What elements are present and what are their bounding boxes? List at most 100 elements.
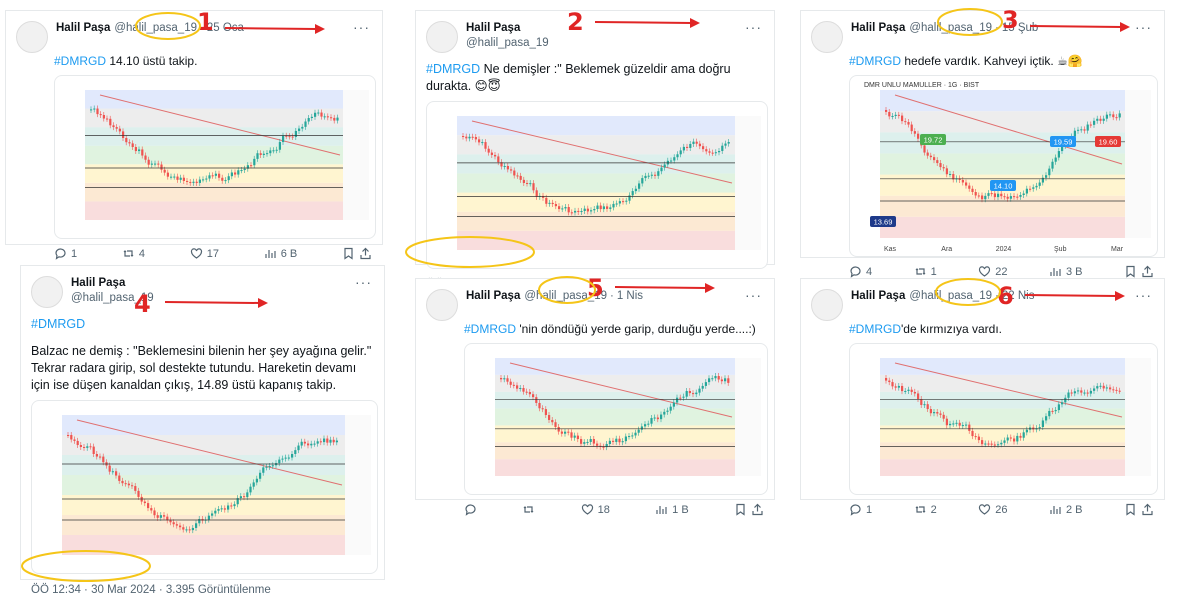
author-handle[interactable]: @halil_pasa_19 [909, 290, 992, 302]
candle [259, 153, 262, 155]
hashtag[interactable]: #DMRGD [426, 62, 481, 76]
chart-image[interactable]: DMR UNLU MAMULLER · 1G · BIST 19.72 19.59 1… [849, 75, 1158, 257]
views-icon[interactable] [1049, 265, 1062, 278]
like-value: 26 [995, 503, 1008, 516]
avatar[interactable] [31, 276, 63, 308]
reply-icon[interactable] [849, 503, 862, 516]
like-icon[interactable] [978, 503, 991, 516]
candle [90, 109, 93, 111]
candle [961, 179, 964, 183]
views-count[interactable]: 2 B [1049, 503, 1082, 516]
hashtag[interactable]: #DMRGD [849, 54, 902, 68]
author-name[interactable]: Halil Paşa [851, 290, 906, 302]
candle [83, 446, 86, 448]
chart-image[interactable] [464, 343, 768, 495]
like-count[interactable]: 17 [190, 247, 219, 260]
retweet-count[interactable]: 2 [914, 503, 937, 516]
hashtag[interactable]: #DMRGD [464, 322, 517, 336]
tweet-card: ··· Halil Paşa @halil_pasa_19 · 25 Oca #DMRGD… [5, 10, 383, 260]
reply-count[interactable]: 4 [849, 265, 872, 278]
reply-count[interactable]: 1 [54, 247, 77, 260]
chart-trendline [471, 120, 733, 184]
avatar[interactable] [811, 289, 843, 321]
author-name[interactable]: Halil Paşa [466, 290, 521, 302]
chart-image[interactable] [849, 343, 1158, 495]
reply-icon[interactable] [849, 265, 862, 278]
share-icon[interactable] [359, 247, 372, 260]
chart-image[interactable] [54, 75, 376, 239]
views-icon[interactable] [655, 503, 668, 516]
reply-count[interactable] [464, 503, 477, 516]
author-handle[interactable]: @halil_pasa_19 [466, 37, 549, 49]
share-icon[interactable] [1141, 503, 1154, 516]
reply-icon[interactable] [464, 503, 477, 516]
author-name[interactable]: Halil Paşa [56, 22, 111, 34]
more-menu[interactable]: ··· [1135, 287, 1152, 303]
candle [175, 524, 178, 526]
candle [134, 147, 137, 152]
more-menu[interactable]: ··· [353, 19, 370, 35]
author-handle[interactable]: @halil_pasa_19 [114, 22, 197, 34]
bookmark-icon[interactable] [1124, 503, 1137, 516]
candle [1073, 130, 1076, 137]
like-icon[interactable] [190, 247, 203, 260]
like-count[interactable]: 26 [978, 503, 1007, 516]
candle [949, 423, 952, 426]
reply-icon[interactable] [54, 247, 67, 260]
chart-image[interactable] [426, 101, 768, 269]
more-menu[interactable]: ··· [745, 19, 762, 35]
views-icon[interactable] [1049, 503, 1062, 516]
share-icon[interactable] [1141, 265, 1154, 278]
candle [182, 527, 185, 530]
hashtag[interactable]: #DMRGD [849, 322, 902, 336]
views-count[interactable]: 6 B [264, 247, 297, 260]
reply-count[interactable]: 1 [849, 503, 872, 516]
bookmark-icon[interactable] [734, 503, 747, 516]
bookmark-icon[interactable] [1124, 265, 1137, 278]
more-menu[interactable]: ··· [1135, 19, 1152, 35]
tweet-date[interactable]: 15 Şub [1001, 22, 1039, 34]
candle [124, 483, 127, 485]
author-name[interactable]: Halil Paşa [71, 277, 126, 289]
author-handle[interactable]: @halil_pasa_19 [909, 22, 992, 34]
retweet-count[interactable]: 1 [914, 265, 937, 278]
avatar[interactable] [426, 21, 458, 53]
avatar[interactable] [426, 289, 458, 321]
candle [901, 115, 904, 122]
hashtag[interactable]: #DMRGD [31, 317, 86, 331]
more-menu[interactable]: ··· [355, 274, 372, 290]
avatar[interactable] [811, 21, 843, 53]
author-name[interactable]: Halil Paşa [851, 22, 906, 34]
author-handle[interactable]: @halil_pasa_19 [71, 292, 154, 304]
candle [131, 485, 134, 487]
author-name[interactable]: Halil Paşa [466, 22, 521, 34]
candle [99, 114, 102, 116]
chart-image[interactable] [31, 400, 378, 574]
like-count[interactable]: 22 [978, 265, 1007, 278]
candle [981, 195, 984, 200]
avatar[interactable] [16, 21, 48, 53]
tweet-date[interactable]: 22 Nis [1001, 290, 1035, 302]
bookmark-icon[interactable] [342, 247, 355, 260]
like-count[interactable]: 18 [581, 503, 610, 516]
candle [500, 378, 503, 380]
views-count[interactable]: 1 B [655, 503, 689, 516]
retweet-icon[interactable] [522, 503, 535, 516]
views-count[interactable]: 3 B [1049, 265, 1082, 278]
retweet-count[interactable] [522, 503, 535, 516]
views-icon[interactable] [264, 247, 277, 260]
like-icon[interactable] [978, 265, 991, 278]
share-icon[interactable] [751, 503, 764, 516]
tweet-date[interactable]: 1 Nis [616, 290, 644, 302]
chart-price-axis [1125, 358, 1151, 476]
more-menu[interactable]: ··· [745, 287, 762, 303]
retweet-icon[interactable] [914, 265, 927, 278]
retweet-icon[interactable] [914, 503, 927, 516]
retweet-glyph [523, 506, 534, 513]
retweet-icon[interactable] [122, 247, 135, 260]
candle [319, 441, 322, 443]
retweet-count[interactable]: 4 [122, 247, 145, 260]
like-icon[interactable] [581, 503, 594, 516]
hashtag[interactable]: #DMRGD [54, 54, 107, 68]
candle [111, 471, 114, 473]
